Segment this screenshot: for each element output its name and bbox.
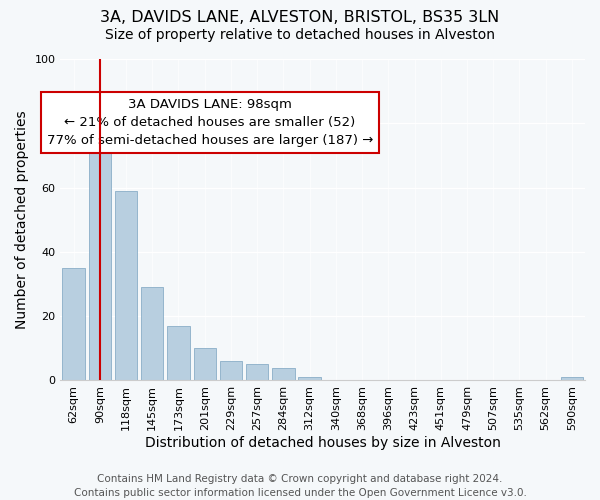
X-axis label: Distribution of detached houses by size in Alveston: Distribution of detached houses by size … [145,436,500,450]
Text: Contains HM Land Registry data © Crown copyright and database right 2024.
Contai: Contains HM Land Registry data © Crown c… [74,474,526,498]
Bar [298,377,321,380]
Y-axis label: Number of detached properties: Number of detached properties [15,110,29,329]
Bar [194,348,216,380]
Bar [220,361,242,380]
Bar [246,364,268,380]
Bar [141,287,163,380]
Text: 3A DAVIDS LANE: 98sqm
← 21% of detached houses are smaller (52)
77% of semi-deta: 3A DAVIDS LANE: 98sqm ← 21% of detached … [47,98,373,146]
Bar [89,110,111,380]
Bar [115,191,137,380]
Bar [167,326,190,380]
Bar [561,377,583,380]
Bar [272,368,295,380]
Text: Size of property relative to detached houses in Alveston: Size of property relative to detached ho… [105,28,495,42]
Text: 3A, DAVIDS LANE, ALVESTON, BRISTOL, BS35 3LN: 3A, DAVIDS LANE, ALVESTON, BRISTOL, BS35… [100,10,500,25]
Bar [62,268,85,380]
